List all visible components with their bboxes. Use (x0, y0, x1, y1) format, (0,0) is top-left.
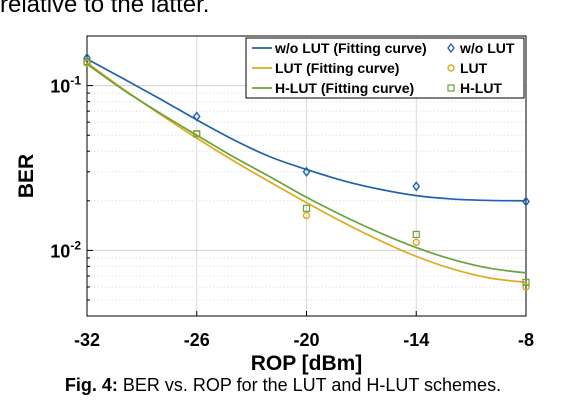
y-tick-exponent: -1 (70, 74, 81, 88)
data-point-lut (522, 283, 530, 291)
x-tick-label: -14 (403, 330, 429, 350)
x-axis-label: ROP [dBm] (251, 352, 363, 375)
y-axis-label: BER (15, 154, 38, 198)
x-tick-label: -20 (293, 330, 319, 350)
data-point-w-o-lut (522, 196, 530, 207)
axis-ticks: -32 -26 -20 -14 -810-110-2 (50, 35, 534, 350)
series-line-lut-fitting-curve- (86, 61, 527, 284)
data-point-w-o-lut (412, 181, 421, 192)
legend-marker-swatch (447, 84, 455, 92)
figure-caption: Fig. 4: BER vs. ROP for the LUT and H-LU… (0, 375, 566, 396)
legend-box (245, 37, 525, 99)
x-tick-label: -26 (184, 330, 210, 350)
data-point-h-lut (302, 204, 311, 212)
legend-entry-label: LUT (Fitting curve) (275, 60, 399, 76)
data-point-w-o-lut (302, 166, 311, 177)
y-tick-exponent: -2 (70, 238, 81, 252)
y-tick-base: 10 (50, 241, 70, 261)
data-point-h-lut (412, 230, 420, 239)
data-point-h-lut (83, 57, 91, 66)
legend-entry-label: w/o LUT (Fitting curve) (274, 40, 427, 56)
series-line-w-o-lut-fitting-curve- (86, 58, 527, 202)
data-point-w-o-lut (192, 111, 201, 122)
legend-entry-label: H-LUT (Fitting curve) (275, 80, 414, 96)
legend-marker-swatch (447, 64, 455, 72)
data-point-lut (302, 211, 311, 220)
caption-text: BER vs. ROP for the LUT and H-LUT scheme… (117, 375, 502, 395)
legend: w/o LUT (Fitting curve) LUT (Fitting curv… (245, 37, 525, 99)
caption-label: Fig. 4: (64, 375, 118, 395)
x-tick-label: -8 (518, 330, 534, 350)
data-point-lut (412, 238, 420, 247)
y-tick-label: 10-1 (50, 74, 81, 97)
y-tick-label: 10-2 (50, 238, 81, 261)
legend-entry-label: w/o LUT (459, 40, 515, 56)
legend-entry-label: LUT (460, 60, 488, 76)
measured-markers (83, 52, 530, 291)
data-point-h-lut (193, 130, 201, 138)
fitting-curves (86, 58, 527, 284)
top-text-fragment: relative to the latter. (0, 0, 210, 18)
series-line-h-lut-fitting-curve- (86, 63, 527, 274)
data-point-h-lut (522, 278, 530, 286)
y-tick-base: 10 (50, 77, 70, 97)
data-point-w-o-lut (83, 52, 91, 64)
legend-entry-label: H-LUT (460, 80, 502, 96)
x-tick-label: -32 (74, 330, 100, 350)
legend-marker-swatch (447, 42, 455, 54)
